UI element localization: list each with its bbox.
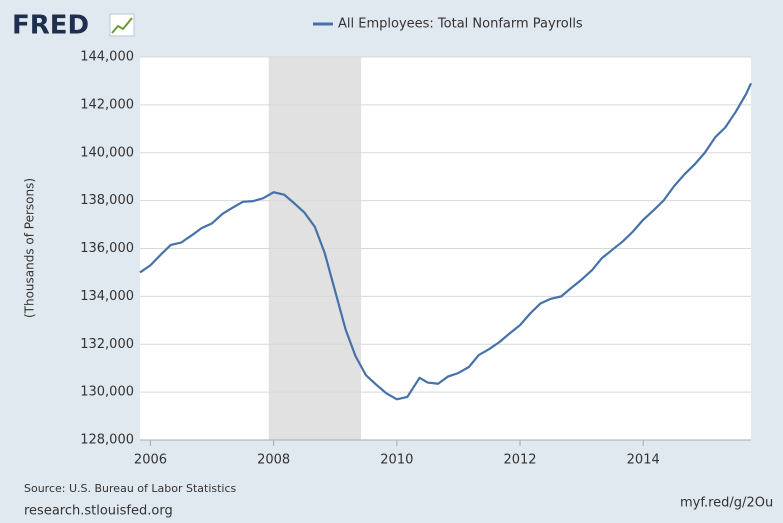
logo-icon: [109, 13, 135, 37]
x-tick-label: 2006: [134, 453, 167, 468]
y-tick-label: 144,000: [80, 50, 134, 65]
source: Source: U.S. Bureau of Labor Statistics: [24, 482, 237, 495]
x-tick-label: 2012: [503, 453, 536, 468]
data-line: [139, 82, 753, 401]
y-tick-label: 130,000: [80, 385, 134, 400]
y-tick-label: 134,000: [80, 289, 134, 304]
x-tick-label: 2010: [380, 453, 413, 468]
x-tick-label: 2014: [627, 453, 660, 468]
y-tick-label: 128,000: [80, 433, 134, 448]
site: research.stlouisfed.org: [24, 504, 173, 519]
y-tick-label: 132,000: [80, 337, 134, 352]
y-axis-label: (Thousands of Persons): [23, 178, 37, 318]
short-link: myf.red/g/2Ou: [680, 496, 773, 511]
y-tick-label: 142,000: [80, 97, 134, 112]
x-tick-label: 2008: [257, 453, 290, 468]
legend-label: All Employees: Total Nonfarm Payrolls: [338, 17, 583, 32]
y-tick-label: 138,000: [80, 193, 134, 208]
y-tick-label: 136,000: [80, 241, 134, 256]
logo: FRED: [12, 11, 89, 41]
y-tick-label: 140,000: [80, 145, 134, 160]
